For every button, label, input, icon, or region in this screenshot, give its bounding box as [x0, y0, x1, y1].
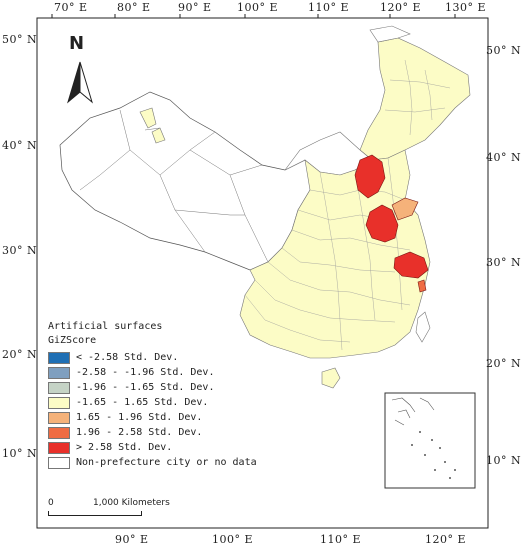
- legend-swatch: [48, 411, 70, 424]
- legend-item-label: 1.96 - 2.58 Std. Dev.: [76, 427, 203, 438]
- legend-swatch: [48, 351, 70, 364]
- west-region: [59, 91, 319, 271]
- legend-swatch: [48, 396, 70, 409]
- scale-end-label: 1,000 Kilometers: [93, 498, 170, 508]
- legend-item-label: < -2.58 Std. Dev.: [76, 352, 179, 363]
- hotspot-shandong-orange: [391, 197, 419, 221]
- top-tick-70: 70° E: [54, 1, 88, 14]
- northeast-region: [359, 37, 471, 161]
- legend-swatch: [48, 366, 70, 379]
- legend-swatch: [48, 456, 70, 469]
- bottom-tick-120: 120° E: [425, 533, 467, 546]
- bottom-tick-100: 100° E: [212, 533, 254, 546]
- hotspot-shandong-jiangsu: [365, 204, 399, 243]
- northwest-patch: [139, 107, 166, 144]
- legend-item: < -2.58 Std. Dev.: [48, 350, 288, 365]
- right-tick-50: 50° N: [486, 44, 522, 57]
- right-tick-30: 30° N: [486, 256, 522, 269]
- legend-item-label: Non-prefecture city or no data: [76, 457, 257, 468]
- left-tick-30: 30° N: [2, 244, 38, 257]
- legend-title: Artificial surfaces: [48, 321, 163, 332]
- legend-item-label: -1.65 - 1.65 Std. Dev.: [76, 397, 209, 408]
- legend-item-label: > 2.58 Std. Dev.: [76, 442, 173, 453]
- bottom-tick-110: 110° E: [320, 533, 362, 546]
- top-tick-110: 110° E: [308, 1, 350, 14]
- central-east-region: [239, 149, 431, 359]
- hainan-island: [321, 367, 341, 389]
- scale-start-label: 0: [48, 498, 54, 508]
- legend-item: 1.96 - 2.58 Std. Dev.: [48, 425, 288, 440]
- legend-item-label: -1.96 - -1.65 Std. Dev.: [76, 382, 215, 393]
- top-tick-130: 130° E: [445, 1, 487, 14]
- hotspot-shanghai: [393, 251, 429, 279]
- west-internal-lines: [79, 109, 269, 263]
- scale-line: [48, 511, 142, 516]
- hotspot-beijing-tianjin: [354, 154, 386, 199]
- northeast-white: [369, 25, 411, 43]
- north-arrow-icon: [67, 61, 93, 104]
- legend-item: -2.58 - -1.96 Std. Dev.: [48, 365, 288, 380]
- inset-box: [384, 392, 476, 489]
- top-tick-120: 120° E: [380, 1, 422, 14]
- legend-item-label: -2.58 - -1.96 Std. Dev.: [76, 367, 215, 378]
- map-frame: [36, 17, 489, 529]
- legend-item: Non-prefecture city or no data: [48, 455, 288, 470]
- legend-items: < -2.58 Std. Dev. -2.58 - -1.96 Std. Dev.…: [48, 350, 288, 470]
- inset-coast: [391, 397, 435, 426]
- left-tick-50: 50° N: [2, 33, 38, 46]
- legend-item: -1.96 - -1.65 Std. Dev.: [48, 380, 288, 395]
- top-tick-80: 80° E: [117, 1, 151, 14]
- legend-swatch: [48, 381, 70, 394]
- top-tick-100: 100° E: [237, 1, 279, 14]
- legend-swatch: [48, 441, 70, 454]
- right-tick-10: 10° N: [486, 454, 522, 467]
- north-label: N: [69, 33, 85, 54]
- legend-item: > 2.58 Std. Dev.: [48, 440, 288, 455]
- legend-item: 1.65 - 1.96 Std. Dev.: [48, 410, 288, 425]
- bottom-tick-90: 90° E: [115, 533, 149, 546]
- top-tick-90: 90° E: [178, 1, 212, 14]
- legend-subtitle: GiZScore: [48, 335, 97, 346]
- left-tick-40: 40° N: [2, 139, 38, 152]
- scale-bar: 0 1,000 Kilometers: [48, 498, 170, 518]
- legend-swatch: [48, 426, 70, 439]
- left-tick-10: 10° N: [2, 447, 38, 460]
- map-legend: Artificial surfaces GiZScore < -2.58 Std…: [48, 320, 288, 470]
- legend-item: -1.65 - 1.65 Std. Dev.: [48, 395, 288, 410]
- right-tick-40: 40° N: [486, 151, 522, 164]
- hotspot-small-east: [417, 279, 427, 293]
- taiwan-island: [415, 311, 431, 343]
- left-tick-20: 20° N: [2, 348, 38, 361]
- frame-ticks: [51, 14, 456, 18]
- legend-item-label: 1.65 - 1.96 Std. Dev.: [76, 412, 203, 423]
- inset-islands: [411, 431, 456, 479]
- right-tick-20: 20° N: [486, 357, 522, 370]
